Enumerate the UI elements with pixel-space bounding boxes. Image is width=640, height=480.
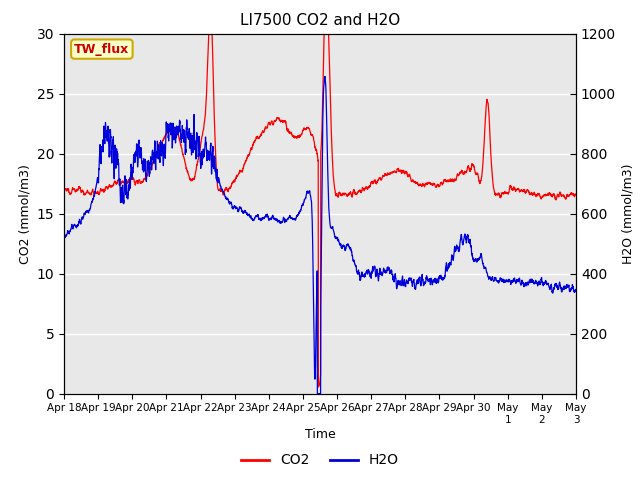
Line: H2O: H2O bbox=[64, 76, 576, 394]
Y-axis label: CO2 (mmol/m3): CO2 (mmol/m3) bbox=[18, 164, 31, 264]
CO2 bbox=[205, 31, 212, 36]
CO2 bbox=[572, 191, 580, 197]
H2O bbox=[321, 73, 329, 79]
H2O bbox=[508, 279, 515, 285]
H2O bbox=[149, 156, 157, 162]
H2O bbox=[572, 287, 580, 292]
H2O bbox=[563, 284, 570, 289]
X-axis label: Time: Time bbox=[305, 428, 335, 441]
CO2 bbox=[314, 384, 322, 390]
H2O bbox=[278, 219, 286, 225]
Title: LI7500 CO2 and H2O: LI7500 CO2 and H2O bbox=[240, 13, 400, 28]
H2O bbox=[314, 391, 321, 396]
H2O bbox=[118, 188, 126, 194]
Legend: CO2, H2O: CO2, H2O bbox=[236, 448, 404, 473]
Text: TW_flux: TW_flux bbox=[74, 43, 129, 56]
H2O bbox=[60, 235, 68, 240]
CO2 bbox=[149, 160, 157, 166]
CO2 bbox=[279, 119, 287, 125]
CO2 bbox=[257, 133, 264, 139]
CO2 bbox=[508, 184, 515, 190]
CO2 bbox=[563, 195, 570, 201]
Y-axis label: H2O (mmol/m3): H2O (mmol/m3) bbox=[621, 163, 634, 264]
CO2 bbox=[118, 178, 126, 184]
H2O bbox=[257, 217, 264, 223]
Line: CO2: CO2 bbox=[64, 34, 576, 387]
CO2 bbox=[60, 189, 68, 194]
